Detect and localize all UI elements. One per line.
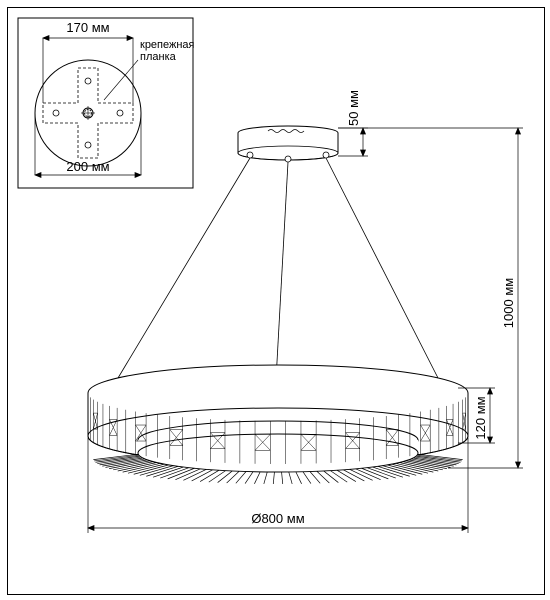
- inset-label-1: крепежная: [140, 39, 195, 51]
- total-height-label: 1000 мм: [501, 278, 516, 328]
- inset-width-label: 170 мм: [66, 20, 109, 35]
- inset-detail: 170 мм крепежная планка 200 мм: [18, 18, 195, 188]
- inset-label-2: планка: [140, 51, 177, 63]
- diagram-container: 170 мм крепежная планка 200 мм: [0, 0, 550, 600]
- canopy-height-label: 50 мм: [346, 90, 361, 126]
- technical-drawing: 170 мм крепежная планка 200 мм: [8, 8, 544, 594]
- ring-height-label: 120 мм: [473, 396, 488, 439]
- outer-frame: 170 мм крепежная планка 200 мм: [7, 7, 545, 595]
- ring-diameter-label: Ø800 мм: [251, 511, 304, 526]
- main-fixture: 50 мм 1000 мм: [88, 90, 523, 533]
- inset-diameter-label: 200 мм: [66, 159, 109, 174]
